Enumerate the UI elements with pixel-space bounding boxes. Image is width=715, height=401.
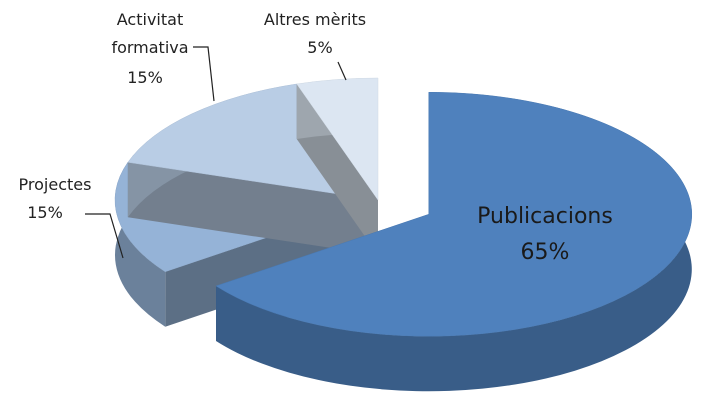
slice-label: Altres mèrits xyxy=(263,10,367,29)
slice-label: Activitat formativa xyxy=(111,10,189,57)
slice-side xyxy=(127,162,379,255)
leader-line xyxy=(337,61,347,81)
slice xyxy=(215,91,693,337)
slice-label: Projectes xyxy=(18,175,92,194)
slice-value-label: 5% xyxy=(307,38,333,57)
slice xyxy=(296,77,379,201)
leader-line xyxy=(85,213,124,259)
slice-value-label: 65% xyxy=(520,240,570,265)
slice-value-label: 15% xyxy=(27,203,63,222)
slice-label: Publicacions xyxy=(477,204,613,229)
leader-line xyxy=(193,46,215,102)
slice-value-label: 15% xyxy=(127,68,163,87)
